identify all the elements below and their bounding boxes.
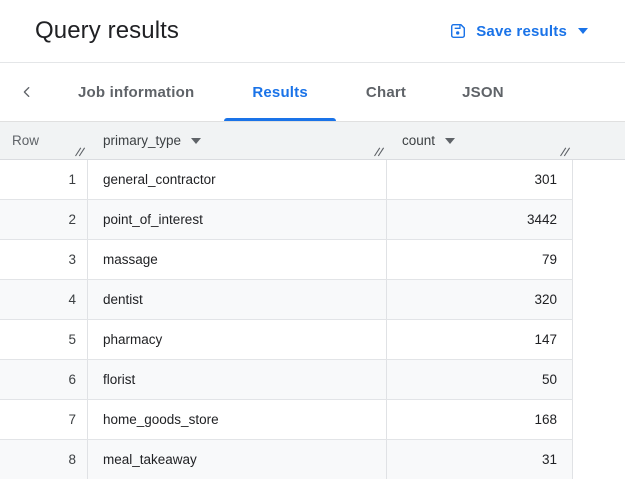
save-results-button[interactable]: Save results <box>449 22 588 40</box>
count-cell: 31 <box>387 440 573 479</box>
column-header-row: Row <box>0 122 88 159</box>
primary-type-cell: massage <box>88 240 387 279</box>
row-number-cell: 8 <box>0 440 88 479</box>
row-number-cell: 6 <box>0 360 88 399</box>
tab-results[interactable]: Results <box>224 63 336 121</box>
count-cell: 320 <box>387 280 573 319</box>
table-body: 1 general_contractor 301 2 point_of_interest… <box>0 160 625 479</box>
primary-type-cell: florist <box>88 360 387 399</box>
primary-type-cell: home_goods_store <box>88 400 387 439</box>
count-cell: 301 <box>387 160 573 199</box>
row-number-cell: 5 <box>0 320 88 359</box>
chevron-down-icon <box>578 28 588 34</box>
chevron-left-icon[interactable] <box>12 63 42 121</box>
column-label-count: count <box>402 133 436 148</box>
row-number-cell: 7 <box>0 400 88 439</box>
row-number-cell: 3 <box>0 240 88 279</box>
results-table: Row primary_type count 1 general_contra <box>0 122 625 479</box>
count-cell: 147 <box>387 320 573 359</box>
save-results-label: Save results <box>476 22 567 40</box>
triangle-down-icon[interactable] <box>191 137 202 144</box>
primary-type-cell: point_of_interest <box>88 200 387 239</box>
column-resize-icon[interactable] <box>74 146 85 157</box>
count-cell: 79 <box>387 240 573 279</box>
primary-type-cell: dentist <box>88 280 387 319</box>
tab-bar: Job information Results Chart JSON <box>0 63 625 122</box>
table-row: 5 pharmacy 147 <box>0 320 573 360</box>
tab-job-information[interactable]: Job information <box>78 83 195 101</box>
tab-chart[interactable]: Chart <box>365 83 407 101</box>
primary-type-cell: general_contractor <box>88 160 387 199</box>
title-bar: Query results Save results <box>0 0 625 63</box>
count-cell: 3442 <box>387 200 573 239</box>
column-resize-icon[interactable] <box>373 146 384 157</box>
table-row: 2 point_of_interest 3442 <box>0 200 573 240</box>
row-number-cell: 1 <box>0 160 88 199</box>
table-row: 4 dentist 320 <box>0 280 573 320</box>
table-row: 6 florist 50 <box>0 360 573 400</box>
column-header-count: count <box>387 122 573 159</box>
page-title: Query results <box>35 17 180 44</box>
count-cell: 168 <box>387 400 573 439</box>
column-header-primary-type: primary_type <box>88 122 387 159</box>
table-header-gutter <box>573 122 625 159</box>
table-row: 8 meal_takeaway 31 <box>0 440 573 479</box>
tab-json[interactable]: JSON <box>462 83 504 101</box>
table-header-row: Row primary_type count <box>0 122 625 160</box>
table-row: 7 home_goods_store 168 <box>0 400 573 440</box>
column-label-primary-type: primary_type <box>103 133 182 148</box>
triangle-down-icon[interactable] <box>445 137 456 144</box>
count-cell: 50 <box>387 360 573 399</box>
save-icon <box>449 22 467 40</box>
primary-type-cell: meal_takeaway <box>88 440 387 479</box>
row-number-cell: 4 <box>0 280 88 319</box>
column-resize-icon[interactable] <box>559 146 570 157</box>
row-number-cell: 2 <box>0 200 88 239</box>
table-row: 3 massage 79 <box>0 240 573 280</box>
primary-type-cell: pharmacy <box>88 320 387 359</box>
column-label-row: Row <box>12 133 40 148</box>
table-row: 1 general_contractor 301 <box>0 160 573 200</box>
